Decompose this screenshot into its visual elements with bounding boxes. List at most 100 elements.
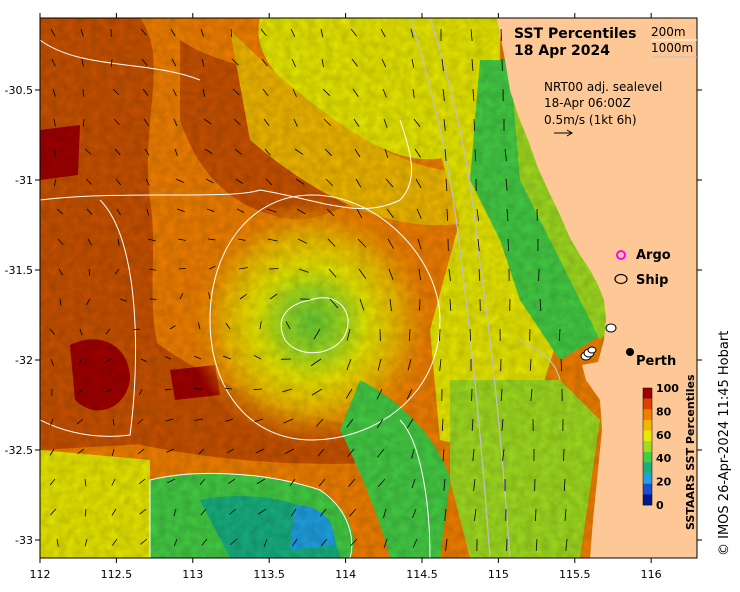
current-arrow <box>57 238 64 245</box>
y-tick-label: -32.5 <box>5 444 33 457</box>
current-arrow <box>114 268 120 275</box>
current-arrow <box>56 208 64 215</box>
current-arrow <box>116 208 121 216</box>
current-arrow <box>173 538 178 547</box>
current-arrow <box>234 148 242 155</box>
current-arrow <box>114 148 121 156</box>
current-arrow <box>472 88 475 101</box>
current-arrow <box>406 418 414 429</box>
current-arrow <box>448 268 451 281</box>
current-arrow <box>207 238 216 241</box>
current-arrow <box>111 508 117 516</box>
x-tick-label: 115.5 <box>559 568 591 581</box>
current-arrow <box>413 118 421 128</box>
current-arrow <box>175 178 184 183</box>
current-arrow <box>142 88 149 96</box>
current-arrow <box>257 508 267 515</box>
current-arrow <box>239 293 247 300</box>
x-tick-label: 115 <box>488 568 509 581</box>
current-arrow <box>59 298 62 306</box>
current-arrow <box>200 28 204 37</box>
x-axis: 112 112.5 113 113.5 114 114.5 115 115.5 116 <box>30 13 662 581</box>
current-arrow <box>386 208 394 218</box>
shelf-contours <box>409 18 561 558</box>
current-arrow <box>477 238 480 251</box>
current-arrow <box>201 538 208 546</box>
current-arrow <box>407 358 412 371</box>
current-arrow <box>322 88 331 96</box>
current-arrow <box>233 118 241 126</box>
current-arrow <box>471 418 474 431</box>
current-arrow <box>564 508 567 521</box>
current-arrow <box>500 28 502 41</box>
current-arrow <box>58 268 63 276</box>
current-arrow <box>230 538 238 546</box>
current-arrow <box>473 478 476 491</box>
colorbar-segment <box>643 451 652 463</box>
current-arrow <box>416 208 422 219</box>
ship-marker-icon <box>614 273 628 285</box>
current-arrow <box>350 28 358 37</box>
current-arrow <box>382 88 387 98</box>
current-arrow <box>222 355 232 360</box>
colorbar-segment <box>643 409 652 421</box>
current-arrow <box>225 322 231 330</box>
current-arrow <box>384 148 389 159</box>
current-arrow <box>558 328 561 341</box>
x-tick-label: 114 <box>335 568 356 581</box>
current-arrow <box>358 268 367 280</box>
current-arrow <box>81 58 84 67</box>
current-arrow <box>53 118 56 127</box>
current-arrow <box>204 148 213 154</box>
current-arrow <box>441 418 444 431</box>
current-arrow <box>260 28 267 37</box>
current-arrow <box>172 88 177 97</box>
current-arrow <box>173 118 178 127</box>
colorbar-segment <box>643 462 652 474</box>
current-arrow <box>474 508 477 521</box>
current-arrow <box>310 358 322 367</box>
current-arrow <box>328 268 337 278</box>
current-arrow <box>49 478 56 486</box>
colorbar-tick-label: 40 <box>656 452 672 465</box>
current-arrow <box>387 238 394 249</box>
current-arrow <box>500 388 503 401</box>
current-arrow <box>110 58 113 67</box>
current-arrow <box>253 354 262 360</box>
current-arrow <box>446 208 449 221</box>
current-arrow <box>50 418 54 426</box>
current-arrow <box>476 208 479 221</box>
current-arrow <box>316 418 324 427</box>
current-arrow <box>254 418 264 423</box>
current-arrow <box>140 538 148 545</box>
current-arrow <box>85 178 92 185</box>
colorbar-segment <box>643 398 652 410</box>
current-arrow <box>144 148 150 156</box>
current-arrow <box>507 238 509 251</box>
current-arrow <box>290 508 297 517</box>
current-arrow <box>377 448 385 458</box>
current-arrow <box>256 478 266 485</box>
current-arrow <box>478 268 481 281</box>
current-arrow <box>506 208 509 221</box>
current-arrow <box>86 208 93 215</box>
current-arrow <box>442 88 445 101</box>
x-tick-label: 112 <box>30 568 51 581</box>
x-tick-label: 114.5 <box>406 568 438 581</box>
plot-frame <box>39 17 698 559</box>
colorbar-frame <box>642 387 653 506</box>
credit-text: © IMOS 26-Apr-2024 11:45 Hobart <box>717 331 732 556</box>
current-arrow <box>205 178 214 184</box>
current-arrow <box>84 538 88 547</box>
current-arrow <box>383 118 388 128</box>
colorbar-tick-label: 0 <box>656 499 664 512</box>
current-arrow <box>285 321 291 330</box>
current-arrow <box>176 208 185 212</box>
current-arrow <box>208 292 211 300</box>
ship-tracks <box>580 323 617 361</box>
y-axis: -30.5 -31 -31.5 -32 -32.5 -33 <box>5 84 702 547</box>
current-arrow <box>145 178 150 186</box>
current-arrow <box>291 58 296 67</box>
current-arrow <box>194 355 202 360</box>
current-arrow <box>77 388 83 395</box>
